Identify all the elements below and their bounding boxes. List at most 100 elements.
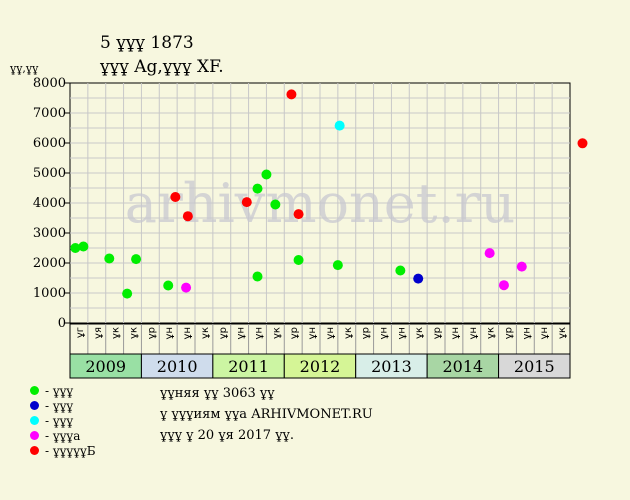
chart-title: 5 ұұұ 1873 [100,33,194,53]
month-label: ұн [307,327,318,339]
month-label: ұр [218,327,229,339]
month-label: ұр [504,327,515,339]
watermark: arhivmonet.ru [125,172,515,235]
month-label: ұк [271,327,282,339]
y-tick-label: 2000 [33,256,66,271]
data-point [181,282,192,293]
chart-subtitle: ұұұ Ag,ұұұ XF. [100,57,224,77]
legend: - ұұұ - ұұұ - ұұұ - ұұұа - ұұұұұБ [30,383,96,458]
data-point [332,260,343,271]
month-label: ұн [236,327,247,339]
year-label: 2015 [514,357,555,376]
month-label: ұн [468,327,479,339]
y-axis-unit: ұұ,ұұ [10,62,39,75]
data-point [252,271,263,282]
legend-item: - ұұұ [30,398,96,413]
month-label: ұр [146,327,157,339]
data-point [104,253,115,264]
year-band [355,353,428,379]
data-point [122,288,133,299]
month-label: ұн [182,327,193,339]
year-label: 2014 [442,357,483,376]
data-point [286,89,297,100]
legend-marker-icon [30,431,39,440]
y-tick-label: 3000 [33,226,66,241]
legend-marker-icon [30,386,39,395]
data-point [413,273,424,284]
month-label: ұн [539,327,550,339]
legend-marker-icon [30,401,39,410]
legend-label: - ұұұ [45,383,74,398]
data-point [131,254,142,265]
month-label: ұг [75,327,86,338]
month-label: ұн [325,327,336,339]
data-point [270,199,281,210]
data-point [78,241,89,252]
note-count: ұұняя ұұ 3063 ұұ [160,386,275,401]
data-point [182,211,193,222]
data-point [293,209,304,220]
month-label: ұн [521,327,532,339]
data-point [395,265,406,276]
chart-area: arhivmonet.ru 0 1000 2000 3000 4000 5000 6000 70… [33,76,588,379]
year-label: 2011 [228,357,269,376]
data-point [70,243,81,253]
data-point [293,255,304,265]
month-label: ұн [164,327,175,339]
legend-item: - ұұұұұБ [30,443,96,458]
y-tick-label: 5000 [33,166,66,181]
year-label: 2010 [157,357,198,376]
year-band [212,353,285,379]
data-point [484,248,495,259]
month-label: ұк [486,327,497,339]
note-source: ұ ұұұиям ұұа ARHIVMONET.RU [160,407,373,422]
month-label: ұн [254,327,265,339]
legend-label: - ұұұ [45,413,74,428]
year-band [283,353,357,379]
legend-item: - ұұұ [30,383,96,398]
year-band [498,353,571,379]
legend-label: - ұұұа [45,428,81,443]
data-point [577,138,588,149]
note-date: ұұұ ұ 20 ұя 2017 ұұ. [160,428,295,443]
month-label: ұк [414,327,425,339]
month-label: ұк [129,327,140,339]
year-band [426,353,500,379]
data-point [163,280,174,291]
year-band [140,353,214,379]
data-point [498,280,509,291]
year-label: 2012 [300,357,341,376]
month-label: ұк [111,327,122,339]
month-label: ұк [557,327,568,339]
month-label: ұр [361,327,372,339]
year-band [69,353,142,379]
notes: ұұняя ұұ 3063 ұұ ұ ұұұиям ұұа ARHIVMONET… [160,383,373,446]
month-label: ұн [396,327,407,339]
legend-marker-icon [30,446,39,455]
month-label: ұн [379,327,390,339]
year-label: 2013 [371,357,412,376]
legend-item: - ұұұа [30,428,96,443]
month-label: ұк [200,327,211,339]
y-tick-label: 7000 [33,106,66,121]
legend-label: - ұұұ [45,398,74,413]
legend-label: - ұұұұұБ [45,443,96,458]
data-point [261,169,272,180]
month-label: ұн [450,327,461,339]
y-tick-label: 0 [58,316,66,331]
y-tick-label: 8000 [33,76,66,91]
y-tick-label: 4000 [33,196,66,211]
legend-marker-icon [30,416,39,425]
month-label: ұя [93,327,104,339]
y-tick-label: 1000 [33,286,66,301]
data-point [241,197,252,208]
y-tick-label: 6000 [33,136,66,151]
data-point [334,120,345,131]
month-label: ұк [343,327,354,339]
month-label: ұр [289,327,300,339]
data-point [170,192,181,202]
month-label: ұр [432,327,443,339]
year-label: 2009 [85,357,126,376]
data-point [516,261,527,272]
legend-item: - ұұұ [30,413,96,428]
